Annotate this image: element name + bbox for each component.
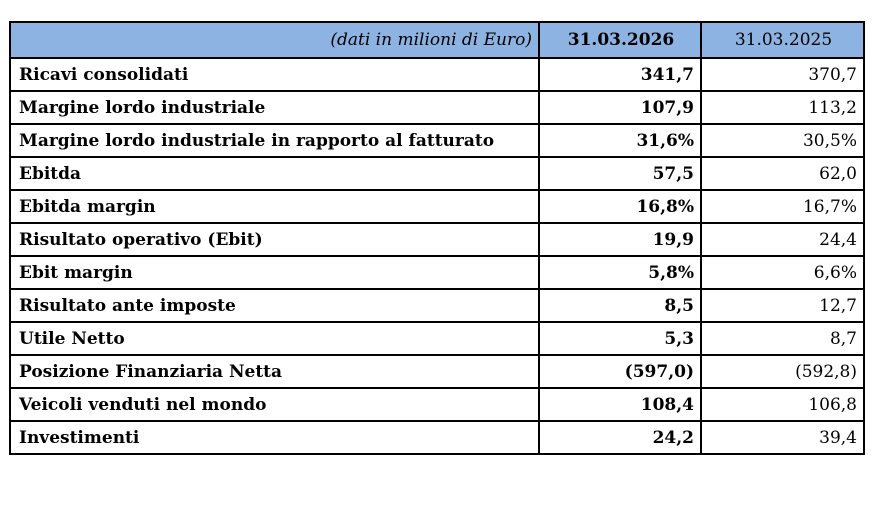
- value-previous: 6,6%: [700, 255, 865, 290]
- table-row: Veicoli venduti nel mondo 108,4 106,8: [9, 387, 865, 422]
- table-row: Investimenti 24,2 39,4: [9, 420, 865, 455]
- table-row: Ebitda margin 16,8% 16,7%: [9, 189, 865, 224]
- row-label: Margine lordo industriale in rapporto al…: [9, 123, 540, 158]
- table-row: Margine lordo industriale in rapporto al…: [9, 123, 865, 158]
- unit-label: (dati in milioni di Euro): [9, 21, 540, 59]
- table-row: Risultato ante imposte 8,5 12,7: [9, 288, 865, 323]
- row-label: Utile Netto: [9, 321, 540, 356]
- table-row: Risultato operativo (Ebit) 19,9 24,4: [9, 222, 865, 257]
- table-row: Ricavi consolidati 341,7 370,7: [9, 57, 865, 92]
- table-row: Posizione Finanziaria Netta (597,0) (592…: [9, 354, 865, 389]
- row-label: Ebitda margin: [9, 189, 540, 224]
- table-row: Ebit margin 5,8% 6,6%: [9, 255, 865, 290]
- value-previous: 30,5%: [700, 123, 865, 158]
- value-current: 16,8%: [538, 189, 702, 224]
- value-previous: 39,4: [700, 420, 865, 455]
- value-previous: 113,2: [700, 90, 865, 125]
- column-header-current: 31.03.2026: [538, 21, 702, 59]
- value-current: 57,5: [538, 156, 702, 191]
- value-previous: 62,0: [700, 156, 865, 191]
- table-row: Utile Netto 5,3 8,7: [9, 321, 865, 356]
- value-current: 19,9: [538, 222, 702, 257]
- row-label: Ricavi consolidati: [9, 57, 540, 92]
- value-previous: (592,8): [700, 354, 865, 389]
- value-current: 24,2: [538, 420, 702, 455]
- row-label: Ebit margin: [9, 255, 540, 290]
- value-previous: 370,7: [700, 57, 865, 92]
- table-row: Margine lordo industriale 107,9 113,2: [9, 90, 865, 125]
- value-current: (597,0): [538, 354, 702, 389]
- value-current: 5,3: [538, 321, 702, 356]
- value-current: 8,5: [538, 288, 702, 323]
- table-header-row: (dati in milioni di Euro) 31.03.2026 31.…: [9, 21, 865, 59]
- row-label: Ebitda: [9, 156, 540, 191]
- value-previous: 106,8: [700, 387, 865, 422]
- value-previous: 12,7: [700, 288, 865, 323]
- value-previous: 16,7%: [700, 189, 865, 224]
- column-header-previous: 31.03.2025: [700, 21, 865, 59]
- row-label: Posizione Finanziaria Netta: [9, 354, 540, 389]
- row-label: Risultato ante imposte: [9, 288, 540, 323]
- row-label: Veicoli venduti nel mondo: [9, 387, 540, 422]
- row-label: Investimenti: [9, 420, 540, 455]
- value-current: 107,9: [538, 90, 702, 125]
- financial-summary-table: (dati in milioni di Euro) 31.03.2026 31.…: [9, 21, 865, 455]
- value-current: 108,4: [538, 387, 702, 422]
- value-current: 5,8%: [538, 255, 702, 290]
- value-previous: 24,4: [700, 222, 865, 257]
- row-label: Risultato operativo (Ebit): [9, 222, 540, 257]
- value-current: 31,6%: [538, 123, 702, 158]
- row-label: Margine lordo industriale: [9, 90, 540, 125]
- table-row: Ebitda 57,5 62,0: [9, 156, 865, 191]
- value-current: 341,7: [538, 57, 702, 92]
- value-previous: 8,7: [700, 321, 865, 356]
